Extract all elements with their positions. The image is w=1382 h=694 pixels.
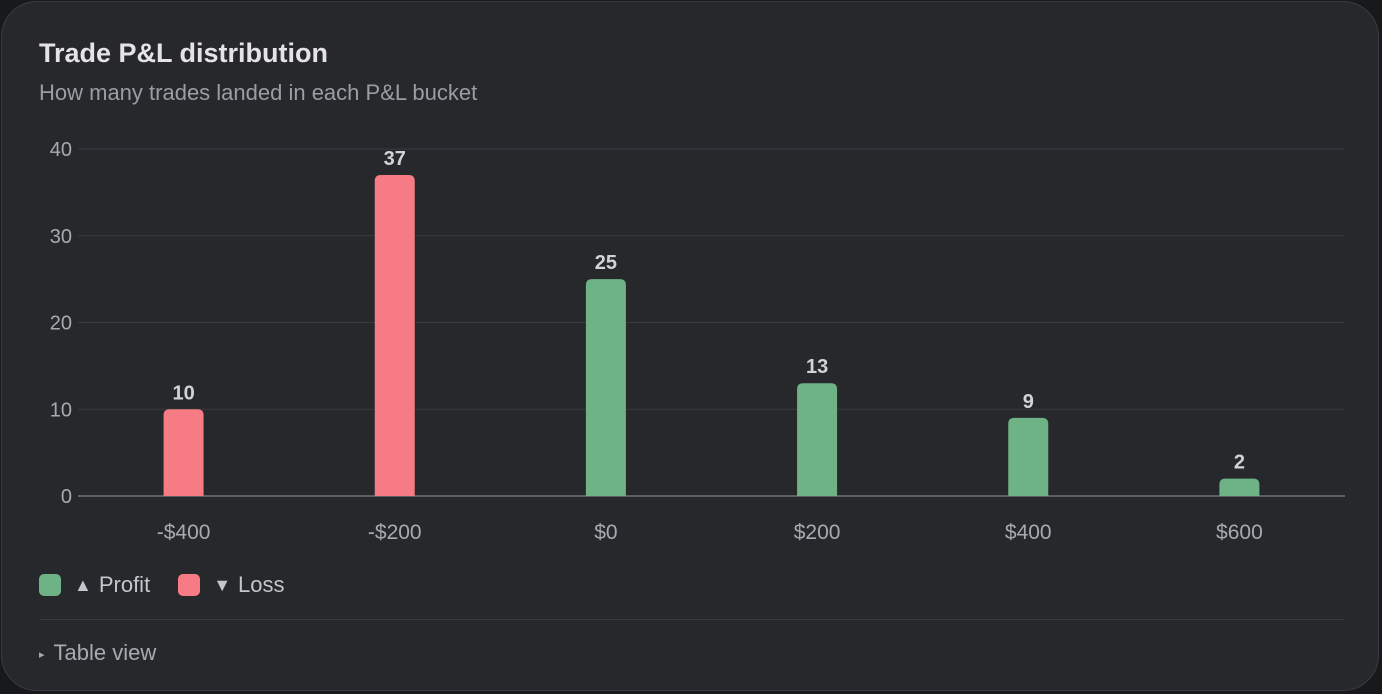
- legend-label-loss: Loss: [238, 572, 285, 597]
- caret-right-icon: ▸: [39, 648, 45, 661]
- bar-profit: [585, 279, 626, 496]
- triangle-down-icon: ▼: [213, 574, 232, 595]
- data-labels: 10 37 25 13 9 2: [172, 148, 1245, 474]
- x-tick-label: -$200: [368, 521, 422, 544]
- profit-swatch: [39, 574, 61, 596]
- bar-loss: [374, 175, 415, 496]
- legend-item-profit: ▲ Profit: [39, 572, 150, 598]
- data-label: 37: [384, 148, 406, 170]
- x-tick-label: $400: [1005, 521, 1052, 544]
- x-tick-label: $0: [594, 521, 617, 544]
- x-tick-label: -$400: [157, 521, 211, 544]
- bar-profit: [1219, 478, 1260, 496]
- bar-chart: 0 10 20 30 40 10 37 25 13 9 2 -$400 -$200 $0 $200 $40…: [50, 139, 1345, 544]
- bars: [163, 175, 1260, 496]
- legend: ▲ Profit ▼ Loss: [39, 572, 313, 598]
- data-label: 10: [172, 382, 194, 404]
- loss-swatch: [178, 574, 201, 596]
- x-tick-label: $200: [794, 521, 841, 544]
- y-tick-labels: 0 10 20 30 40: [50, 139, 72, 508]
- data-label: 9: [1023, 391, 1034, 413]
- y-tick-label: 30: [50, 226, 72, 248]
- data-label: 13: [806, 356, 828, 378]
- table-view-toggle[interactable]: ▸ Table view: [39, 640, 156, 666]
- x-tick-labels: -$400 -$200 $0 $200 $400 $600: [157, 521, 1263, 544]
- table-view-label: Table view: [53, 640, 157, 665]
- chart-subtitle: How many trades landed in each P&L bucke…: [39, 80, 478, 105]
- bar-profit: [1008, 417, 1049, 496]
- grid-lines: [78, 148, 1345, 497]
- chart-title: Trade P&L distribution: [39, 38, 329, 68]
- data-label: 25: [595, 252, 617, 274]
- legend-item-loss: ▼ Loss: [178, 572, 285, 598]
- y-tick-label: 40: [50, 139, 72, 161]
- bar-loss: [163, 409, 204, 496]
- triangle-up-icon: ▲: [74, 574, 92, 595]
- x-tick-label: $600: [1216, 521, 1263, 544]
- data-label: 2: [1234, 452, 1245, 474]
- legend-label-profit: Profit: [98, 572, 151, 597]
- y-tick-label: 20: [50, 313, 72, 335]
- divider: [39, 619, 1344, 620]
- y-tick-label: 0: [61, 486, 72, 508]
- bar-profit: [797, 383, 838, 496]
- y-tick-label: 10: [50, 399, 72, 421]
